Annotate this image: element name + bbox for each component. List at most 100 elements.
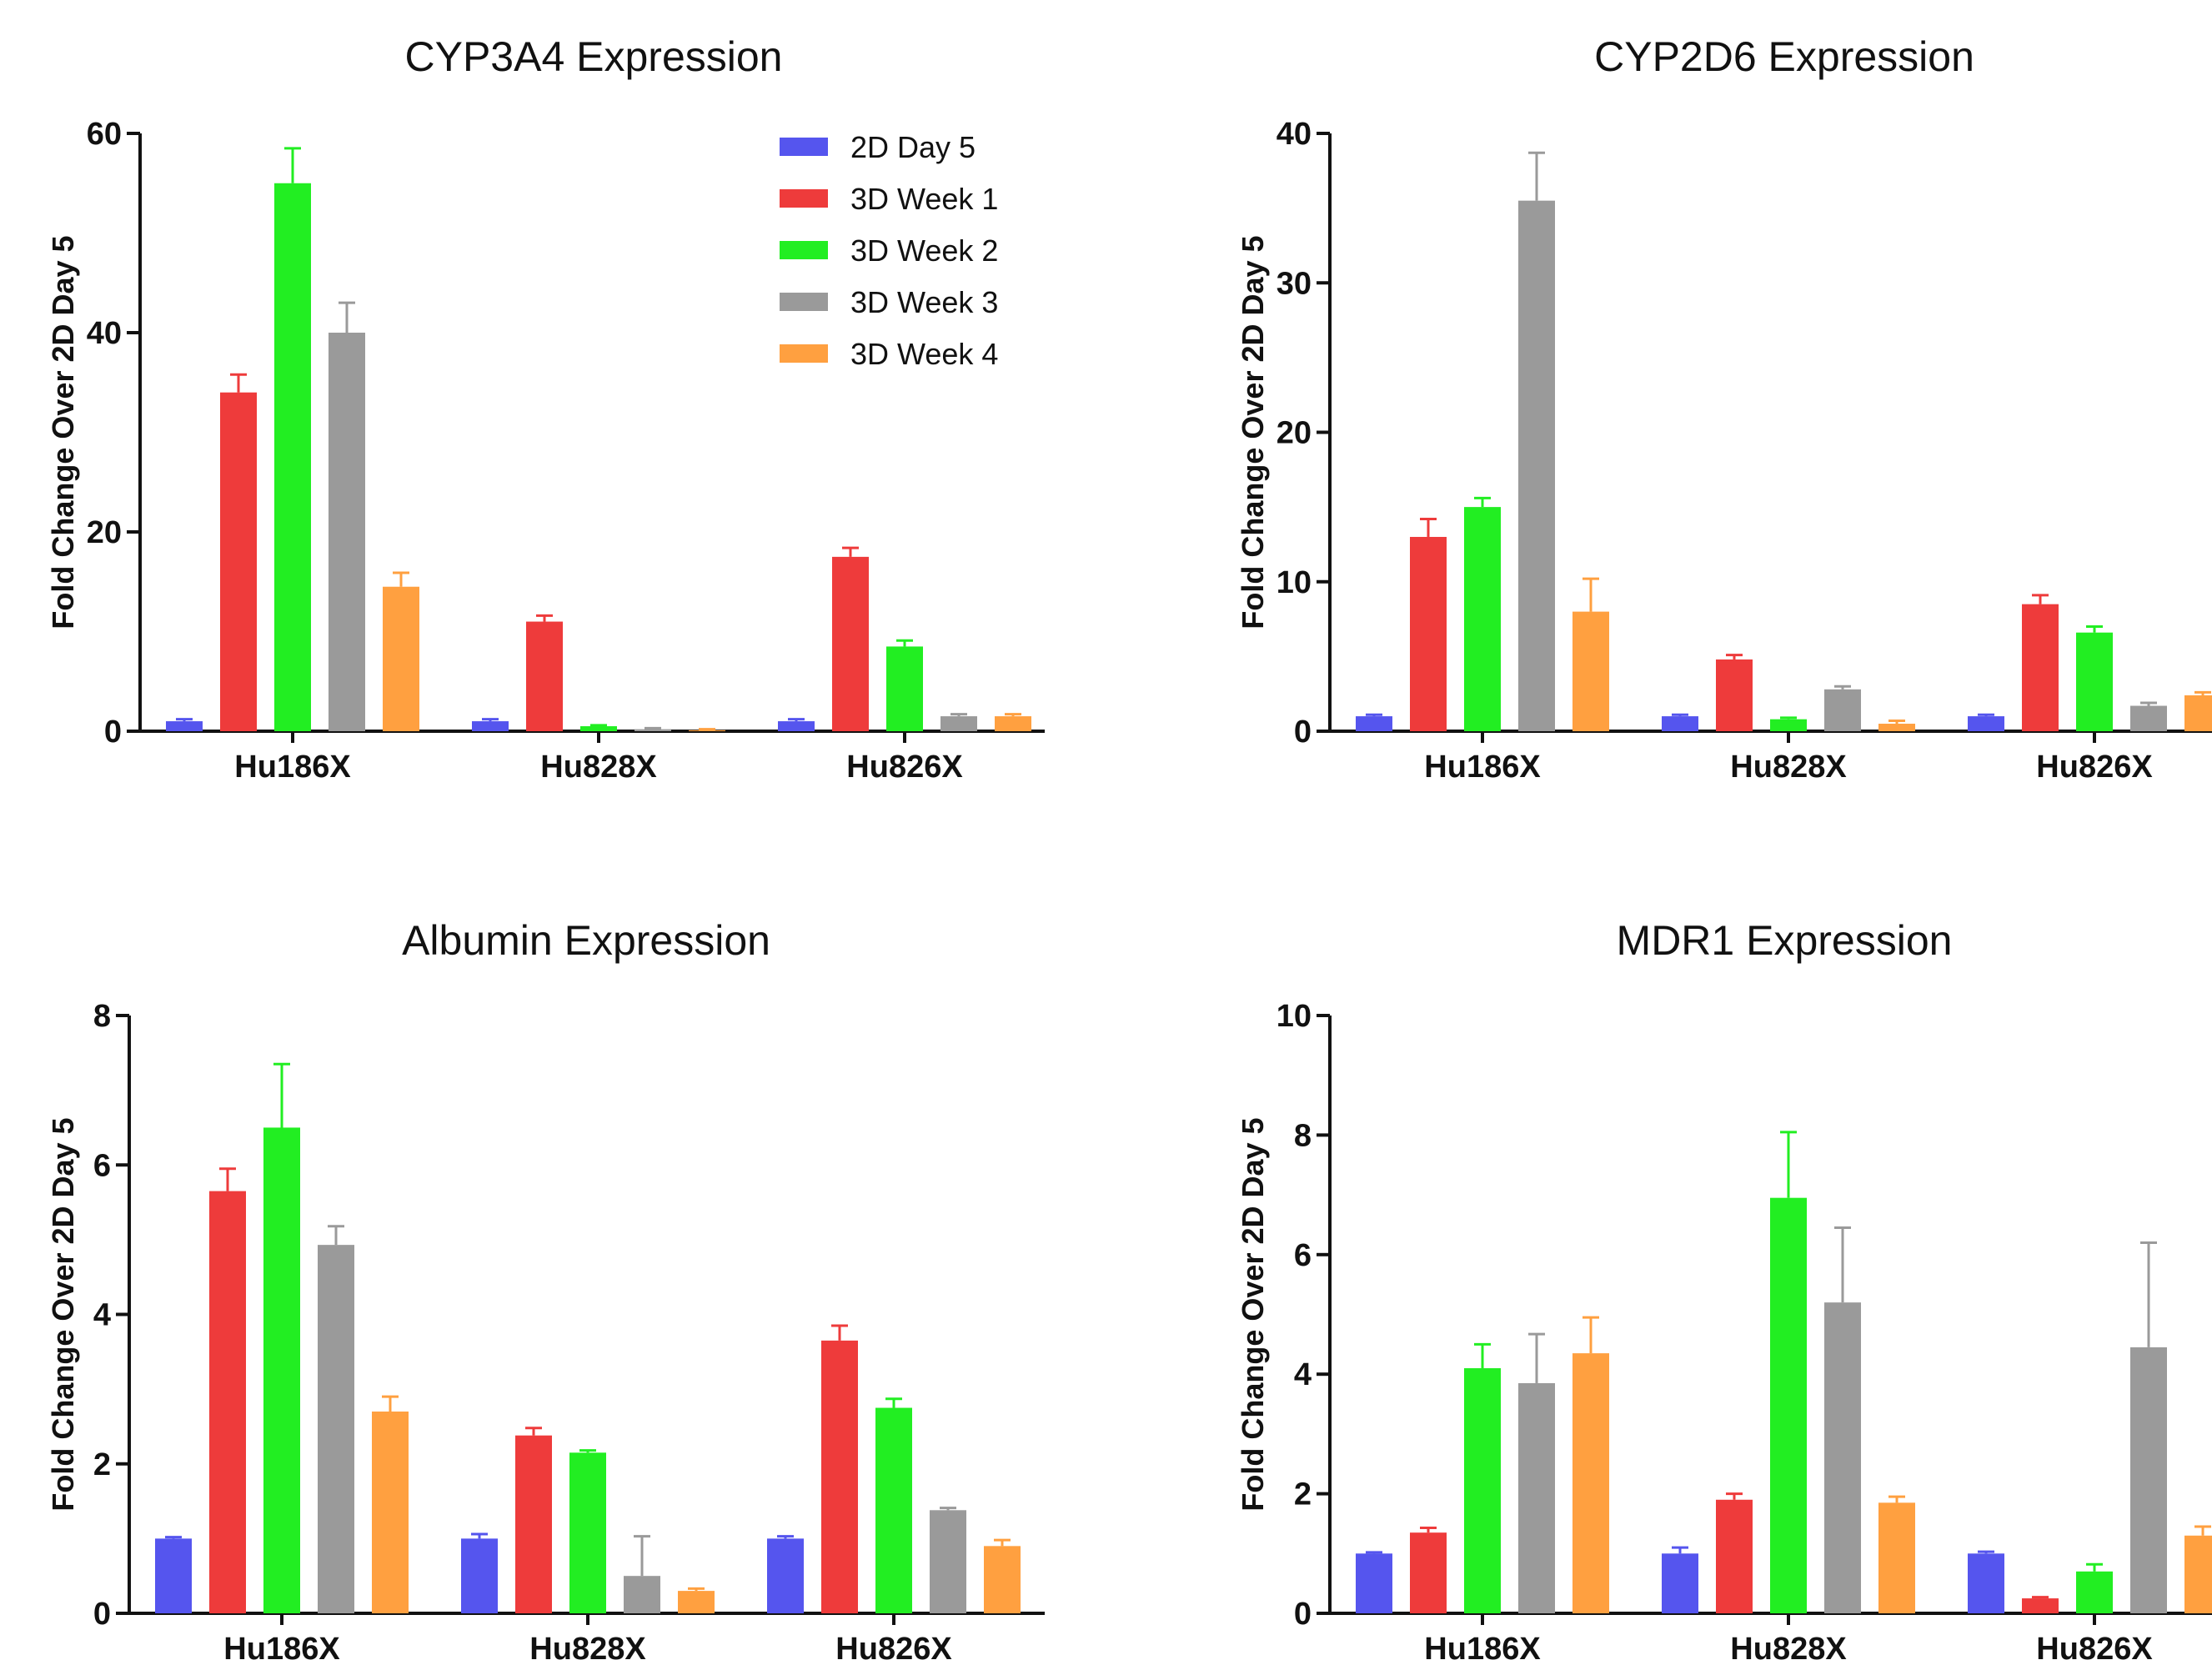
y-tick-label: 40 [1277, 117, 1312, 152]
bar-3d-week-4 [1878, 724, 1915, 731]
bar-3d-week-1 [1716, 659, 1753, 731]
bar-3d-week-2 [274, 183, 311, 731]
bar-3d-week-3 [1518, 200, 1555, 732]
x-tick-label: Hu826X [835, 1632, 952, 1665]
legend-label: 2D Day 5 [850, 130, 976, 164]
bar-2d-day-5 [1968, 1553, 2004, 1613]
x-tick-label: Hu186X [223, 1632, 340, 1665]
bar-3d-week-1 [526, 621, 563, 731]
legend-swatch [780, 241, 828, 259]
y-axis-label: Fold Change Over 2D Day 5 [1236, 1117, 1270, 1511]
bar-3d-week-3 [624, 1576, 660, 1613]
chart-title: CYP3A4 Expression [404, 33, 782, 80]
chart-title: CYP2D6 Expression [1594, 33, 1974, 80]
bar-3d-week-2 [875, 1407, 912, 1613]
bar-3d-week-4 [2184, 695, 2212, 731]
y-tick-label: 30 [1277, 266, 1312, 301]
y-axis-label: Fold Change Over 2D Day 5 [1236, 235, 1270, 629]
bar-2d-day-5 [1356, 1553, 1392, 1613]
bar-3d-week-2 [2076, 632, 2113, 731]
x-tick-label: Hu186X [234, 750, 351, 785]
y-tick-label: 2 [1294, 1477, 1312, 1512]
x-tick-label: Hu826X [2036, 1632, 2153, 1665]
bar-3d-week-3 [2130, 705, 2167, 731]
bar-3d-week-2 [263, 1127, 300, 1613]
bar-2d-day-5 [778, 721, 815, 731]
y-tick-label: 4 [93, 1298, 111, 1333]
bar-3d-week-2 [1770, 1197, 1807, 1613]
bar-3d-week-3 [1824, 1302, 1861, 1613]
bar-3d-week-4 [678, 1591, 715, 1613]
x-tick-label: Hu828X [529, 1632, 646, 1665]
y-tick-label: 0 [93, 1597, 111, 1632]
bar-3d-week-1 [220, 392, 257, 731]
legend-label: 3D Week 4 [850, 337, 998, 371]
bar-3d-week-3 [940, 716, 977, 731]
bar-3d-week-1 [515, 1435, 552, 1613]
x-tick-label: Hu828X [540, 750, 657, 785]
y-axis-label: Fold Change Over 2D Day 5 [46, 1117, 80, 1511]
bar-3d-week-3 [1518, 1382, 1555, 1613]
bar-2d-day-5 [1356, 716, 1392, 731]
y-tick-label: 0 [1294, 715, 1312, 750]
bar-2d-day-5 [166, 721, 203, 731]
x-tick-label: Hu828X [1730, 1632, 1847, 1665]
bar-3d-week-4 [2184, 1535, 2212, 1613]
bar-2d-day-5 [1662, 716, 1698, 731]
bar-3d-week-3 [329, 333, 365, 731]
chart-title: MDR1 Expression [1617, 917, 1953, 964]
legend: 2D Day 5 3D Week 1 3D Week 2 3D Week 3 3D We… [780, 130, 998, 371]
bar-3d-week-1 [821, 1340, 858, 1613]
bar-2d-day-5 [1968, 716, 2004, 731]
y-tick-label: 10 [1277, 565, 1312, 600]
bar-3d-week-1 [1716, 1499, 1753, 1613]
bar-2d-day-5 [461, 1538, 498, 1613]
bar-3d-week-2 [1770, 719, 1807, 731]
y-tick-label: 0 [1294, 1597, 1312, 1632]
y-tick-label: 60 [87, 117, 122, 152]
bar-3d-week-4 [995, 716, 1031, 731]
bar-3d-week-1 [209, 1191, 246, 1613]
bar-2d-day-5 [472, 721, 509, 731]
y-tick-label: 40 [87, 316, 122, 351]
bar-2d-day-5 [155, 1538, 192, 1613]
y-tick-label: 20 [87, 515, 122, 550]
y-tick-label: 4 [1294, 1357, 1312, 1392]
chart-panel-4: MDR1 Expression Fold Change Over 2D Day 5… [1236, 917, 2212, 1665]
bar-3d-week-4 [1572, 611, 1609, 731]
legend-swatch [780, 344, 828, 363]
y-tick-label: 8 [93, 999, 111, 1034]
legend-swatch [780, 189, 828, 208]
bar-3d-week-3 [2130, 1347, 2167, 1613]
x-tick-label: Hu826X [2036, 750, 2153, 785]
legend-label: 3D Week 1 [850, 182, 998, 216]
bar-3d-week-2 [1464, 1368, 1501, 1613]
y-axis-label: Fold Change Over 2D Day 5 [46, 235, 80, 629]
bar-3d-week-3 [635, 729, 671, 731]
bar-3d-week-2 [2076, 1571, 2113, 1613]
bar-3d-week-1 [2022, 1598, 2059, 1613]
x-tick-label: Hu828X [1730, 750, 1847, 785]
legend-label: 3D Week 2 [850, 233, 998, 268]
bar-3d-week-2 [886, 646, 923, 731]
bar-3d-week-1 [1410, 1532, 1447, 1613]
bar-3d-week-2 [1464, 507, 1501, 731]
chart-panel-2: CYP2D6 Expression Fold Change Over 2D Day… [1236, 33, 2212, 785]
x-tick-label: Hu186X [1424, 750, 1541, 785]
bar-3d-week-4 [689, 730, 725, 731]
y-tick-label: 8 [1294, 1118, 1312, 1153]
legend-swatch [780, 293, 828, 311]
bar-3d-week-1 [1410, 536, 1447, 731]
y-tick-label: 2 [93, 1447, 111, 1482]
legend-label: 3D Week 3 [850, 285, 998, 319]
x-tick-label: Hu186X [1424, 1632, 1541, 1665]
chart-panel-3: Albumin Expression Fold Change Over 2D Da… [46, 917, 1045, 1665]
chart-title: Albumin Expression [402, 917, 770, 964]
y-tick-label: 6 [93, 1148, 111, 1183]
bar-3d-week-4 [372, 1412, 409, 1613]
x-tick-label: Hu826X [846, 750, 963, 785]
bar-2d-day-5 [1662, 1553, 1698, 1613]
bar-3d-week-4 [1572, 1353, 1609, 1613]
bar-3d-week-4 [383, 586, 419, 731]
chart-panel-1: CYP3A4 Expression Fold Change Over 2D Day… [46, 33, 1045, 785]
